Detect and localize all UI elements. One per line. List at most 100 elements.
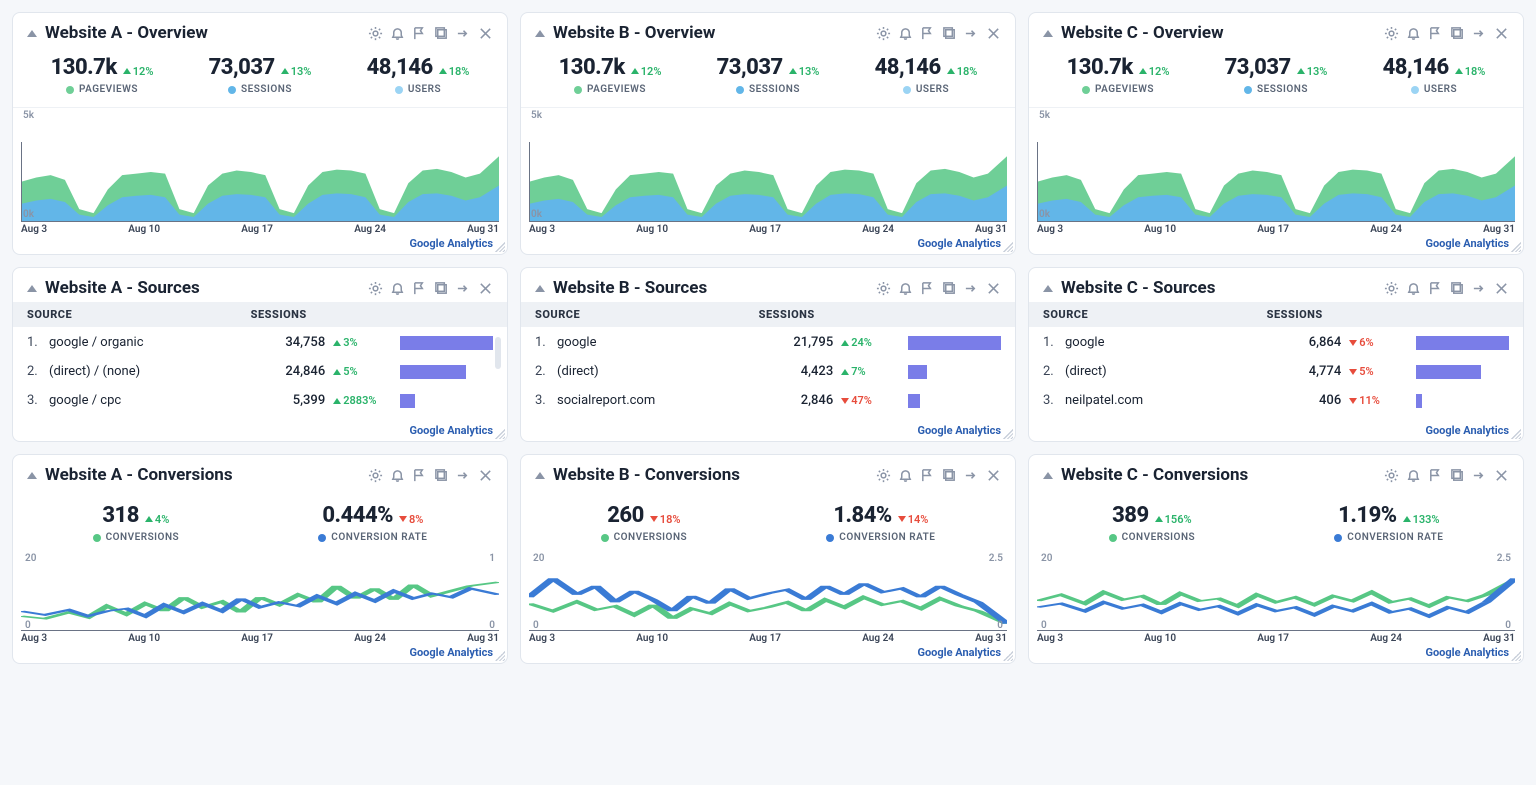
bell-icon[interactable] bbox=[1406, 26, 1421, 41]
metric-value: 318 bbox=[102, 503, 139, 528]
metric: 130.7k12%PAGEVIEWS bbox=[1067, 55, 1170, 95]
row-index: 3. bbox=[27, 393, 49, 408]
collapse-icon[interactable] bbox=[535, 285, 545, 292]
overview-chart: 5k 0k bbox=[13, 108, 507, 222]
collapse-icon[interactable] bbox=[27, 285, 37, 292]
card-actions bbox=[368, 26, 493, 41]
copy-icon[interactable] bbox=[942, 26, 957, 41]
collapse-icon[interactable] bbox=[1043, 472, 1053, 479]
bell-icon[interactable] bbox=[1406, 281, 1421, 296]
row-delta: 7% bbox=[833, 365, 898, 379]
card-footer[interactable]: Google Analytics bbox=[1029, 422, 1523, 441]
card-footer[interactable]: Google Analytics bbox=[1029, 644, 1523, 663]
gear-icon[interactable] bbox=[876, 281, 891, 296]
share-icon[interactable] bbox=[1472, 26, 1487, 41]
card-title: Website C - Sources bbox=[1061, 278, 1215, 298]
close-icon[interactable] bbox=[1494, 281, 1509, 296]
close-icon[interactable] bbox=[986, 26, 1001, 41]
row-index: 1. bbox=[535, 335, 557, 350]
bell-icon[interactable] bbox=[390, 26, 405, 41]
row-index: 1. bbox=[27, 335, 49, 350]
row-bar bbox=[898, 394, 1001, 408]
gear-icon[interactable] bbox=[368, 26, 383, 41]
share-icon[interactable] bbox=[964, 26, 979, 41]
row-sessions: 21,795 bbox=[759, 335, 834, 350]
flag-icon[interactable] bbox=[920, 468, 935, 483]
row-delta: 6% bbox=[1341, 336, 1406, 350]
bell-icon[interactable] bbox=[390, 468, 405, 483]
collapse-icon[interactable] bbox=[27, 30, 37, 37]
card-footer[interactable]: Google Analytics bbox=[13, 235, 507, 254]
card-actions bbox=[368, 468, 493, 483]
flag-icon[interactable] bbox=[412, 468, 427, 483]
collapse-icon[interactable] bbox=[1043, 285, 1053, 292]
bell-icon[interactable] bbox=[390, 281, 405, 296]
table-row: 3.neilpatel.com40611% bbox=[1043, 393, 1509, 408]
card-overview-b: Website B - Overview 130.7k12%PAGEVIEWS7… bbox=[520, 12, 1016, 255]
flag-icon[interactable] bbox=[1428, 26, 1443, 41]
flag-icon[interactable] bbox=[920, 26, 935, 41]
copy-icon[interactable] bbox=[1450, 281, 1465, 296]
metric-delta: 133% bbox=[1403, 513, 1440, 526]
flag-icon[interactable] bbox=[412, 26, 427, 41]
collapse-icon[interactable] bbox=[535, 472, 545, 479]
share-icon[interactable] bbox=[964, 281, 979, 296]
bell-icon[interactable] bbox=[898, 468, 913, 483]
copy-icon[interactable] bbox=[1450, 468, 1465, 483]
card-footer[interactable]: Google Analytics bbox=[1029, 235, 1523, 254]
gear-icon[interactable] bbox=[368, 281, 383, 296]
row-index: 1. bbox=[1043, 335, 1065, 350]
conversion-metrics: 26018%CONVERSIONS1.84%14%CONVERSION RATE bbox=[521, 489, 1015, 553]
close-icon[interactable] bbox=[478, 281, 493, 296]
copy-icon[interactable] bbox=[942, 281, 957, 296]
share-icon[interactable] bbox=[456, 468, 471, 483]
card-footer[interactable]: Google Analytics bbox=[521, 644, 1015, 663]
bell-icon[interactable] bbox=[898, 26, 913, 41]
close-icon[interactable] bbox=[478, 26, 493, 41]
close-icon[interactable] bbox=[1494, 26, 1509, 41]
close-icon[interactable] bbox=[1494, 468, 1509, 483]
card-footer[interactable]: Google Analytics bbox=[521, 235, 1015, 254]
card-footer[interactable]: Google Analytics bbox=[13, 422, 507, 441]
row-source: (direct) bbox=[557, 364, 759, 379]
gear-icon[interactable] bbox=[876, 468, 891, 483]
row-source: google bbox=[557, 335, 759, 350]
flag-icon[interactable] bbox=[1428, 281, 1443, 296]
flag-icon[interactable] bbox=[1428, 468, 1443, 483]
close-icon[interactable] bbox=[986, 468, 1001, 483]
share-icon[interactable] bbox=[1472, 468, 1487, 483]
gear-icon[interactable] bbox=[368, 468, 383, 483]
sources-table-header: SOURCESESSIONS bbox=[13, 302, 507, 327]
gear-icon[interactable] bbox=[876, 26, 891, 41]
card-footer[interactable]: Google Analytics bbox=[521, 422, 1015, 441]
table-row: 3.google / cpc5,3992883% bbox=[27, 393, 493, 408]
share-icon[interactable] bbox=[456, 281, 471, 296]
share-icon[interactable] bbox=[1472, 281, 1487, 296]
share-icon[interactable] bbox=[456, 26, 471, 41]
bell-icon[interactable] bbox=[1406, 468, 1421, 483]
flag-icon[interactable] bbox=[412, 281, 427, 296]
copy-icon[interactable] bbox=[942, 468, 957, 483]
flag-icon[interactable] bbox=[920, 281, 935, 296]
close-icon[interactable] bbox=[478, 468, 493, 483]
gear-icon[interactable] bbox=[1384, 281, 1399, 296]
close-icon[interactable] bbox=[986, 281, 1001, 296]
collapse-icon[interactable] bbox=[27, 472, 37, 479]
card-sources-c: Website C - Sources SOURCESESSIONS 1.goo… bbox=[1028, 267, 1524, 442]
card-footer[interactable]: Google Analytics bbox=[13, 644, 507, 663]
collapse-icon[interactable] bbox=[535, 30, 545, 37]
copy-icon[interactable] bbox=[434, 468, 449, 483]
card-conversions-c: Website C - Conversions389156%CONVERSION… bbox=[1028, 454, 1524, 664]
copy-icon[interactable] bbox=[434, 26, 449, 41]
metric-delta: 13% bbox=[1297, 65, 1328, 78]
share-icon[interactable] bbox=[964, 468, 979, 483]
gear-icon[interactable] bbox=[1384, 26, 1399, 41]
x-tick: Aug 10 bbox=[1144, 633, 1176, 644]
gear-icon[interactable] bbox=[1384, 468, 1399, 483]
bell-icon[interactable] bbox=[898, 281, 913, 296]
collapse-icon[interactable] bbox=[1043, 30, 1053, 37]
copy-icon[interactable] bbox=[1450, 26, 1465, 41]
scrollbar[interactable] bbox=[495, 337, 501, 369]
copy-icon[interactable] bbox=[434, 281, 449, 296]
row-source: google bbox=[1065, 335, 1267, 350]
